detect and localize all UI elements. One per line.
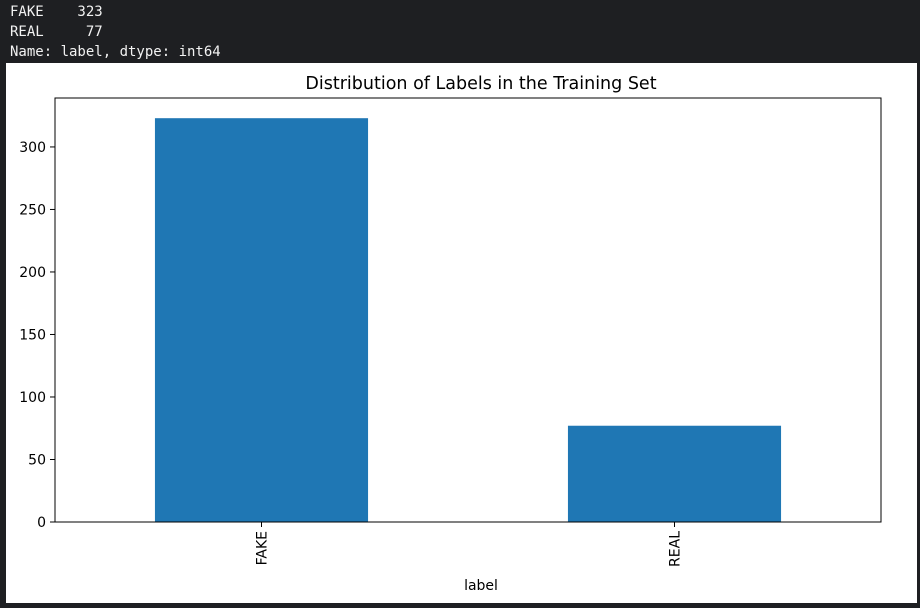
x-tick-label-fake: FAKE: [255, 531, 271, 565]
y-tick-label: 200: [19, 265, 46, 281]
plot-frame: [54, 97, 882, 523]
chart-title: Distribution of Labels in the Training S…: [305, 74, 656, 94]
x-tick-label-real: REAL: [668, 531, 684, 567]
y-tick-label: 100: [19, 390, 46, 406]
y-tick-label: 0: [37, 515, 46, 531]
console-line-fake-count: FAKE 323: [10, 4, 103, 20]
bar-real: [567, 425, 782, 522]
y-tick-label: 250: [19, 202, 46, 218]
x-axis-label: label: [464, 578, 498, 594]
y-tick-label: 50: [28, 452, 46, 468]
console-output: FAKE 323 REAL 77 Name: label, dtype: int…: [0, 0, 920, 63]
bar-fake: [154, 118, 369, 522]
console-line-real-count: REAL 77: [10, 24, 103, 40]
chart-figure: Distribution of Labels in the Training S…: [6, 63, 917, 603]
y-tick-label: 150: [19, 327, 46, 343]
console-line-dtype: Name: label, dtype: int64: [10, 44, 221, 60]
bar-chart: Distribution of Labels in the Training S…: [19, 74, 882, 594]
y-tick-label: 300: [19, 140, 46, 156]
